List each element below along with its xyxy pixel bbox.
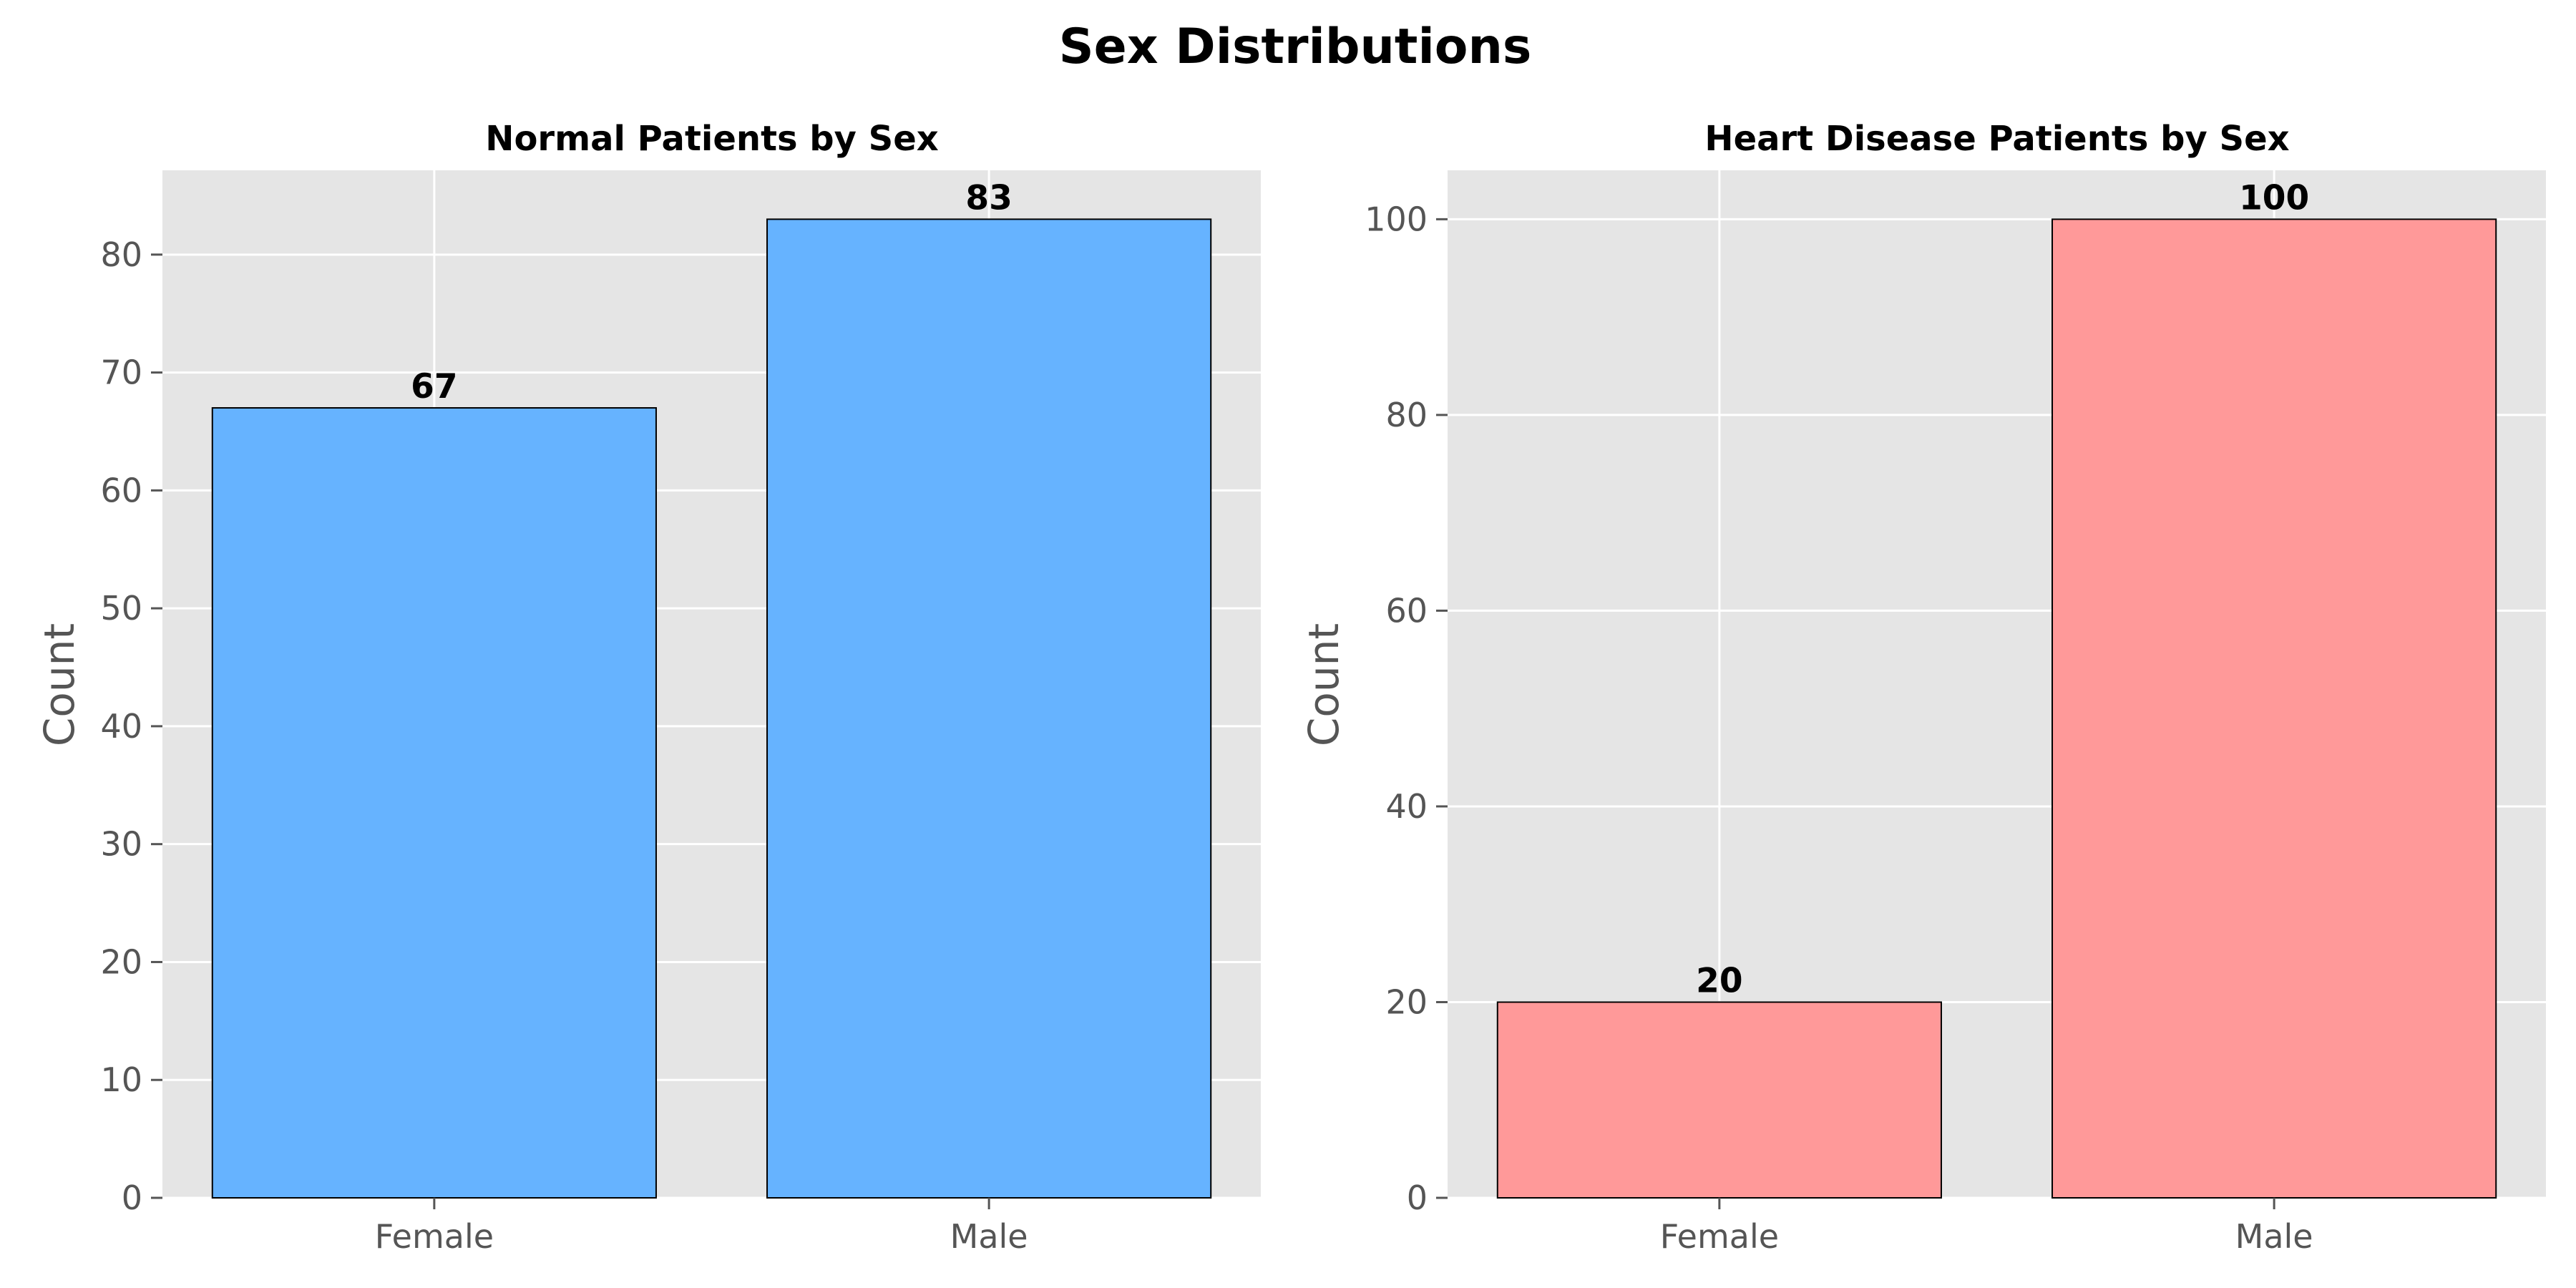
y-axis-label: Count <box>1299 623 1348 746</box>
y-tick-label: 60 <box>100 471 142 509</box>
y-tick-label: 70 <box>100 353 142 392</box>
data-labels: 20 100 <box>1696 178 2309 1000</box>
y-ticks: 0 10 20 30 40 50 60 70 80 <box>100 235 162 1217</box>
data-label: 100 <box>2239 178 2309 218</box>
bar-male <box>2051 218 2497 1199</box>
bar-male <box>766 218 1212 1199</box>
x-tick-label: Male <box>950 1217 1028 1256</box>
y-tick-label: 20 <box>100 942 142 981</box>
bars <box>1496 218 2497 1199</box>
y-tick-label: 80 <box>1385 396 1428 434</box>
bar-female <box>1496 1001 1942 1199</box>
x-tick-label: Male <box>2235 1217 2313 1256</box>
data-label: 83 <box>965 178 1012 218</box>
x-tick-label: Female <box>375 1217 494 1256</box>
y-tick-label: 10 <box>100 1060 142 1099</box>
y-tick-label: 60 <box>1385 591 1428 630</box>
y-axis-label: Count <box>35 623 84 746</box>
chart-title: Heart Disease Patients by Sex <box>1704 119 2289 159</box>
figure-suptitle: Sex Distributions <box>1059 19 1532 75</box>
y-ticks: 0 20 40 60 80 100 <box>1365 200 1448 1217</box>
x-ticks: Female Male <box>375 1198 1028 1256</box>
y-tick-label: 40 <box>100 707 142 746</box>
x-ticks: Female Male <box>1660 1198 2313 1256</box>
data-labels: 67 83 <box>411 178 1013 406</box>
y-tick-label: 40 <box>1385 787 1428 826</box>
bar-female <box>211 407 657 1199</box>
y-tick-label: 0 <box>1407 1179 1428 1217</box>
chart-title: Normal Patients by Sex <box>485 119 939 159</box>
data-label: 20 <box>1696 961 1742 1000</box>
y-tick-label: 50 <box>100 589 142 628</box>
y-tick-label: 30 <box>100 825 142 864</box>
y-tick-label: 100 <box>1365 200 1428 238</box>
chart-heart-disease-patients: 0 20 40 60 80 100 Female Male 20 100 Heart Dise… <box>1299 119 2546 1256</box>
y-tick-label: 20 <box>1385 982 1428 1021</box>
bars <box>211 218 1212 1199</box>
data-label: 67 <box>411 367 457 406</box>
chart-normal-patients: 0 10 20 30 40 50 60 70 80 Female Male 67 83 Normal… <box>35 119 1261 1256</box>
x-tick-label: Female <box>1660 1217 1779 1256</box>
y-tick-label: 80 <box>100 235 142 274</box>
y-tick-label: 0 <box>122 1179 142 1217</box>
